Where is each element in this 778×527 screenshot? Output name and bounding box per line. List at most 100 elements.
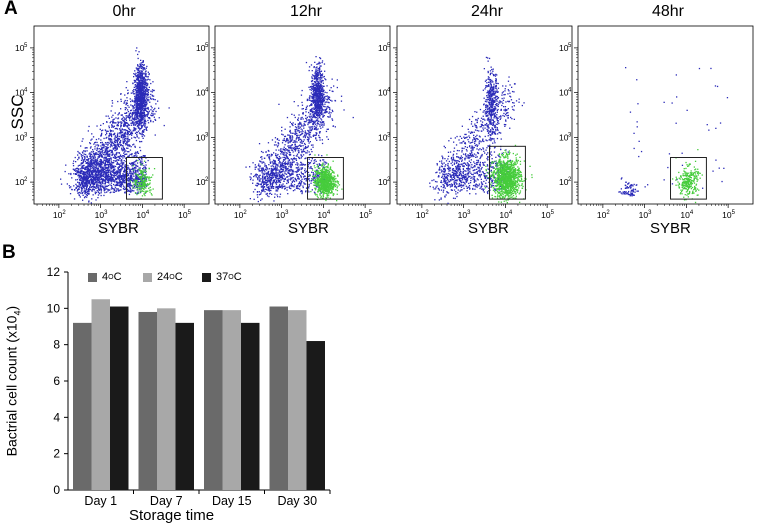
x-tick-label: 10 [276,210,286,220]
bar-4c-day-15 [204,310,223,490]
y-tick-exponent: 2 [568,177,572,183]
plot-title-12hr: 12hr [289,3,323,20]
y-tick-label: 10 [196,88,206,98]
plot-title-48hr: 48hr [651,3,685,20]
flow-plot-0hr: 10 2 10 3 10 4 10 510 210 310 410 5 [15,25,210,220]
x-tick-label: 10 [639,210,649,220]
x-tick-label: 10 [458,210,468,220]
y-tick-exponent: 2 [24,177,28,183]
x-tick-exponent: 2 [243,210,247,216]
gate-box [126,157,163,200]
x-tick-label: 10 [416,210,426,220]
flow-plot-24hr: 10 2 10 3 10 4 10 510 210 310 410 5 [378,25,573,220]
x-tick-label: 10 [499,210,509,220]
x-tick-label: 10 [234,210,244,220]
gate-box [307,157,344,200]
gate-box [670,157,707,200]
y-tick-exponent: 5 [24,43,28,49]
y-tick-label: 10 [559,132,569,142]
bar-24c-day-1 [91,299,110,490]
y-tick-label: 0 [53,483,60,497]
panel-a-letter: A [4,0,18,19]
x-tick-label: 10 [178,210,188,220]
x-tick-exponent: 3 [285,210,289,216]
x-tick-label: 10 [317,210,327,220]
y-tick-label: 10 [378,132,388,142]
legend-swatch-37c [202,272,211,282]
scatter-points [60,47,170,204]
y-tick-label: 10 [15,43,25,53]
bar-4c-day-1 [73,322,92,490]
x-tick-label: 10 [541,210,551,220]
y-tick-label: 10 [559,88,569,98]
x-tick-exponent: 2 [425,210,429,216]
y-tick-exponent: 3 [205,132,209,138]
sybr-axis-label-24hr: SYBR [468,220,509,237]
y-tick-label: 2 [53,447,60,461]
legend-label-24c: 24 [157,271,170,283]
legend-label-37c: 37 [216,271,229,283]
flow-plot-12hr: 10 2 10 3 10 4 10 510 210 310 410 5 [196,25,391,220]
x-tick-exponent: 5 [732,210,736,216]
plot-frame [396,25,573,205]
y-tick-exponent: 2 [387,177,391,183]
legend-item-37c: 37 O C [202,271,242,283]
x-tick-label: Day 7 [150,494,183,508]
scatter-points [429,56,533,204]
y-tick-label: 10 [15,132,25,142]
x-tick-label: 10 [136,210,146,220]
x-tick-exponent: 4 [327,210,331,216]
flow-cytometry-plots: 10 2 10 3 10 4 10 510 210 310 410 510 2 10 3 10 4 10 510 21… [15,25,754,220]
legend-swatch-4c [88,272,97,282]
y-tick-exponent: 4 [387,88,391,94]
y-tick-label: 10 [559,43,569,53]
legend-sup-4c: O [108,273,114,281]
gate-box [489,145,526,200]
y-tick-exponent: 4 [24,88,28,94]
legend-suffix-37c: C [233,271,242,283]
y-tick-label: 10 [378,88,388,98]
y-tick-exponent: 3 [24,132,28,138]
bar-37c-day-30 [306,341,325,490]
plot-frame [577,25,754,205]
bar-4c-day-30 [269,306,288,490]
plot-frame [214,25,391,205]
y-tick-label: 10 [196,132,206,142]
y-tick-label: 8 [53,338,60,352]
bar-chart-x-axis-label: Storage time [129,507,215,524]
x-tick-exponent: 3 [648,210,652,216]
plot-title-0hr: 0hr [112,3,136,20]
x-tick-exponent: 3 [467,210,471,216]
bar-37c-day-7 [175,322,194,490]
y-tick-exponent: 3 [387,132,391,138]
x-tick-label: Day 30 [277,494,317,508]
x-tick-exponent: 4 [509,210,513,216]
y-tick-label: 10 [378,43,388,53]
legend-suffix-4c: C [113,271,122,283]
x-tick-exponent: 2 [62,210,66,216]
x-tick-exponent: 5 [188,210,192,216]
flow-plot-48hr: 10 2 10 3 10 4 10 510 210 310 410 5 [559,25,754,220]
bar-37c-day-1 [110,306,129,490]
y-tick-label: 10 [378,177,388,187]
y-tick-label: 10 [196,177,206,187]
y-tick-label: 4 [53,410,60,424]
x-tick-label: 10 [359,210,369,220]
x-tick-label: 10 [95,210,105,220]
x-tick-label: 10 [680,210,690,220]
bar-24c-day-15 [222,310,241,490]
bar-4c-day-7 [138,311,157,490]
y-tick-exponent: 5 [205,43,209,49]
y-tick-label: 12 [47,265,61,279]
x-tick-exponent: 4 [146,210,150,216]
x-tick-exponent: 5 [369,210,373,216]
x-tick-exponent: 4 [690,210,694,216]
y-tick-label: 10 [196,43,206,53]
plot-title-24hr: 24hr [470,3,504,20]
legend-label-4c: 4 [102,271,109,283]
sybr-axis-label-48hr: SYBR [650,220,691,237]
y-tick-label: 10 [15,88,25,98]
